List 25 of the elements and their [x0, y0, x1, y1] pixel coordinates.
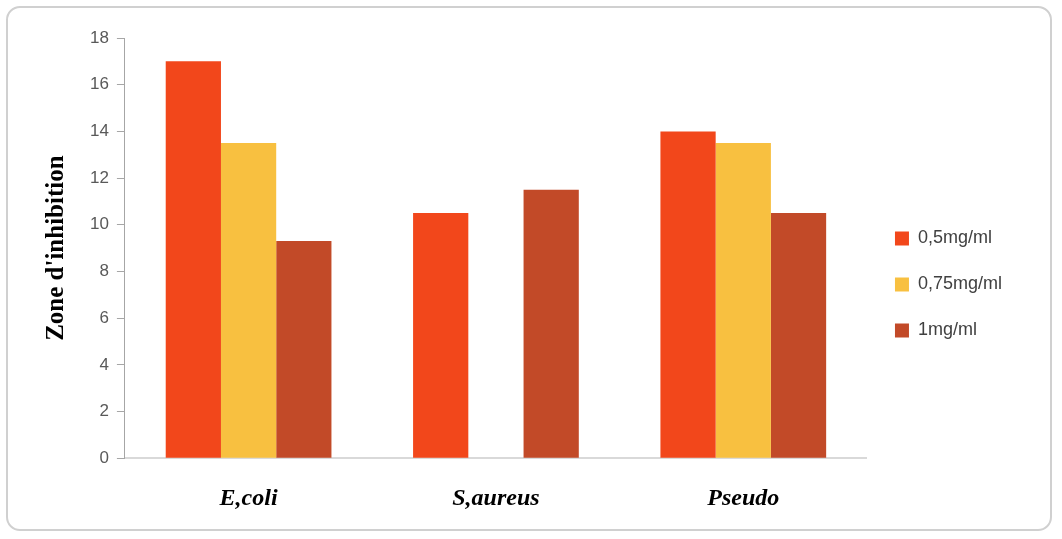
legend-label: 0,75mg/ml: [917, 273, 1003, 294]
bar: [660, 131, 716, 458]
bar: [715, 143, 771, 458]
y-tick-label: 18: [89, 27, 109, 47]
bar: [165, 61, 221, 458]
y-tick-label: 0: [99, 447, 109, 467]
x-tick-label: Pseudo: [706, 483, 780, 510]
bar: [413, 213, 469, 458]
y-tick-label: 2: [99, 401, 109, 421]
y-tick-label: 14: [89, 121, 109, 141]
y-tick-label: 8: [99, 261, 109, 281]
bar: [523, 189, 579, 458]
legend-label: 0,5mg/ml: [917, 227, 992, 248]
y-axis-title: Zone d'inhibition: [41, 155, 69, 341]
bar: [220, 143, 277, 458]
y-tick-label: 10: [89, 214, 109, 234]
y-tick-label: 4: [99, 354, 109, 374]
y-tick-label: 16: [89, 74, 109, 94]
bar: [770, 213, 827, 458]
y-tick-label: 6: [99, 307, 109, 327]
x-tick-label: E,coli: [218, 483, 278, 510]
y-tick-label: 12: [89, 167, 109, 187]
x-tick-label: S,aureus: [452, 483, 540, 510]
legend-label: 1mg/ml: [917, 319, 977, 340]
bar: [276, 241, 332, 458]
